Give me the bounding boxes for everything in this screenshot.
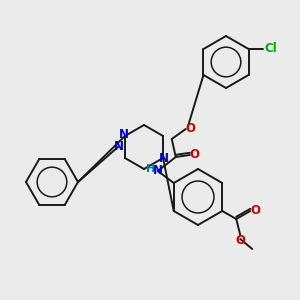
Text: O: O xyxy=(186,122,196,134)
Text: O: O xyxy=(190,148,200,160)
Text: N: N xyxy=(119,128,129,142)
Text: N: N xyxy=(153,164,163,178)
Text: N: N xyxy=(114,140,124,154)
Text: O: O xyxy=(235,235,245,248)
Text: H: H xyxy=(146,164,155,174)
Text: Cl: Cl xyxy=(264,43,277,56)
Text: O: O xyxy=(250,203,260,217)
Text: N: N xyxy=(159,152,169,166)
